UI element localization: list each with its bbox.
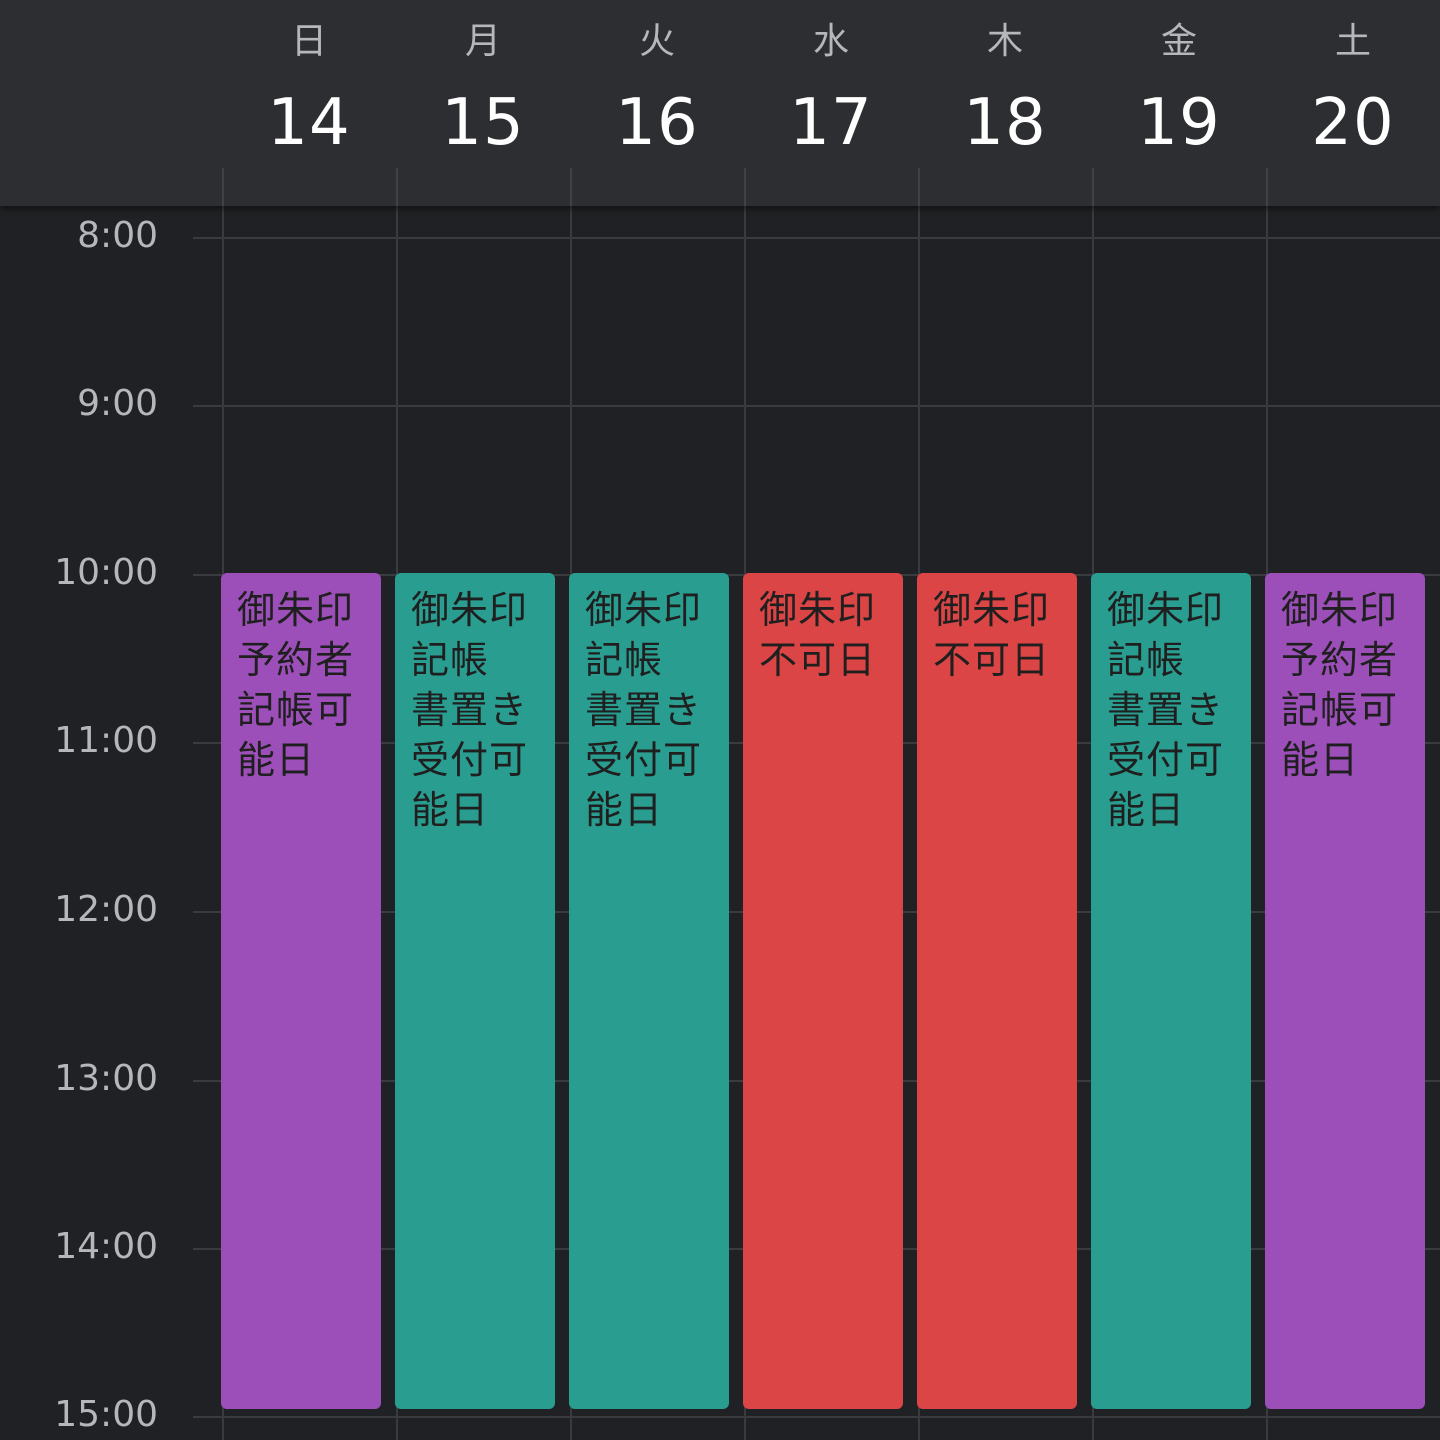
header-divider — [1092, 168, 1094, 206]
hour-line — [193, 237, 1440, 239]
weekday-label: 水 — [812, 21, 849, 62]
header-divider — [1266, 168, 1268, 206]
event-title: 御朱印 記帳 書置き 受付可 能日 — [1107, 588, 1225, 832]
day-header-mon[interactable]: 月 15 — [396, 0, 570, 206]
event-title: 御朱印 記帳 書置き 受付可 能日 — [411, 588, 529, 832]
weekday-label: 土 — [1334, 21, 1371, 62]
time-label: 11:00 — [54, 720, 158, 761]
event-card[interactable]: 御朱印 記帳 書置き 受付可 能日 — [569, 573, 729, 1409]
time-label: 8:00 — [77, 215, 158, 256]
time-label: 15:00 — [54, 1394, 158, 1435]
event-card[interactable]: 御朱印 記帳 書置き 受付可 能日 — [1091, 573, 1251, 1409]
event-title: 御朱印 不可日 — [759, 588, 877, 682]
weekday-label: 火 — [638, 21, 675, 62]
week-header: 日 14 月 15 火 16 水 17 木 18 金 19 土 20 — [0, 0, 1440, 206]
event-title: 御朱印 予約者 記帳可 能日 — [237, 588, 355, 782]
day-header-sat[interactable]: 土 20 — [1266, 0, 1440, 206]
time-label: 9:00 — [77, 383, 158, 424]
weekday-label: 日 — [290, 21, 327, 62]
time-label: 13:00 — [54, 1058, 158, 1099]
date-number: 14 — [267, 86, 351, 160]
time-label: 14:00 — [54, 1226, 158, 1267]
header-divider — [396, 168, 398, 206]
day-header-tue[interactable]: 火 16 — [570, 0, 744, 206]
date-number: 17 — [789, 86, 873, 160]
weekday-label: 月 — [464, 21, 501, 62]
weekday-label: 木 — [986, 21, 1023, 62]
date-number: 15 — [441, 86, 525, 160]
hour-line — [193, 405, 1440, 407]
weekday-label: 金 — [1160, 21, 1197, 62]
date-number: 20 — [1311, 86, 1395, 160]
header-divider — [918, 168, 920, 206]
header-divider — [570, 168, 572, 206]
event-card[interactable]: 御朱印 不可日 — [743, 573, 903, 1409]
event-title: 御朱印 記帳 書置き 受付可 能日 — [585, 588, 703, 832]
event-title: 御朱印 予約者 記帳可 能日 — [1281, 588, 1399, 782]
header-divider — [222, 168, 224, 206]
date-number: 16 — [615, 86, 699, 160]
day-header-fri[interactable]: 金 19 — [1092, 0, 1266, 206]
event-card[interactable]: 御朱印 不可日 — [917, 573, 1077, 1409]
day-header-wed[interactable]: 水 17 — [744, 0, 918, 206]
event-card[interactable]: 御朱印 予約者 記帳可 能日 — [221, 573, 381, 1409]
day-header-thu[interactable]: 木 18 — [918, 0, 1092, 206]
event-card[interactable]: 御朱印 予約者 記帳可 能日 — [1265, 573, 1425, 1409]
date-number: 19 — [1137, 86, 1221, 160]
hour-line — [193, 1416, 1440, 1418]
day-header-sun[interactable]: 日 14 — [222, 0, 396, 206]
header-divider — [744, 168, 746, 206]
date-number: 18 — [963, 86, 1047, 160]
event-card[interactable]: 御朱印 記帳 書置き 受付可 能日 — [395, 573, 555, 1409]
event-title: 御朱印 不可日 — [933, 588, 1051, 682]
time-label: 10:00 — [54, 552, 158, 593]
time-label: 12:00 — [54, 889, 158, 930]
